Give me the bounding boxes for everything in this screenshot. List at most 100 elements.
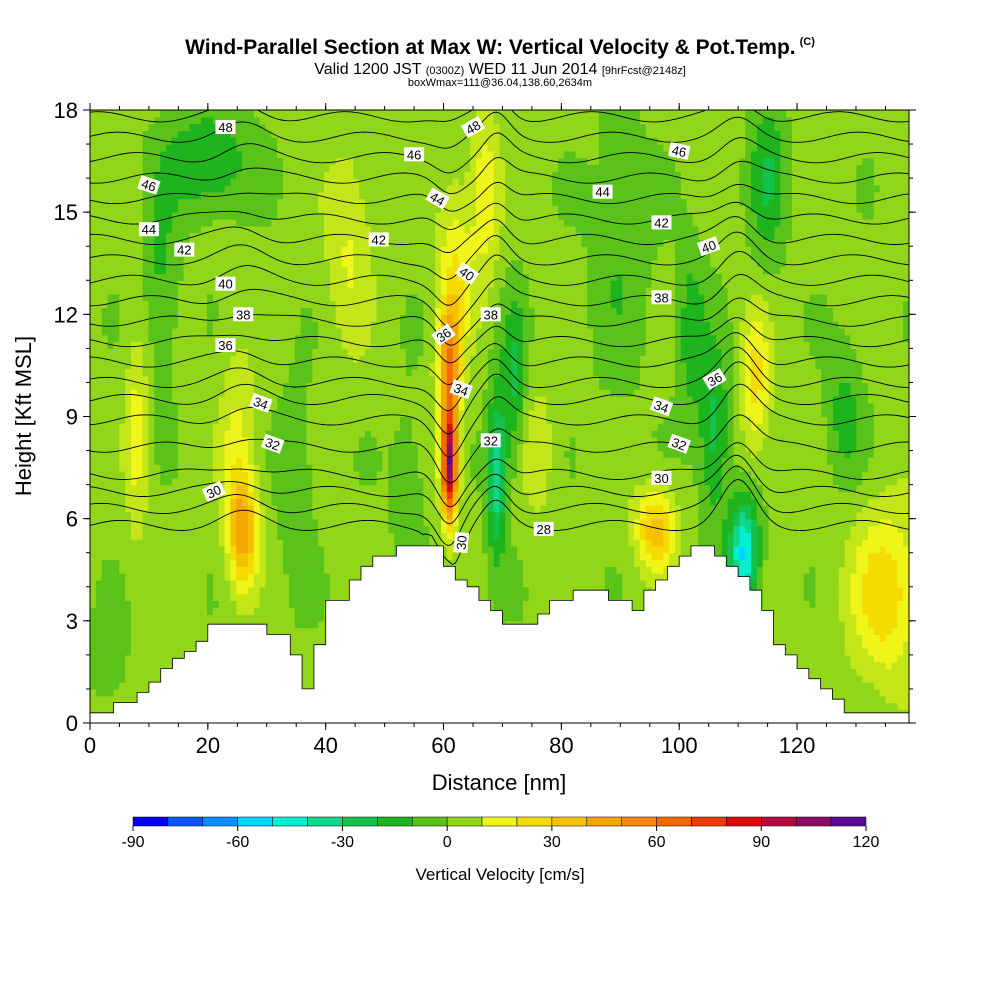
velocity-cell (136, 525, 144, 533)
velocity-cell (224, 430, 231, 438)
velocity-cell (218, 477, 226, 486)
velocity-cell (306, 505, 313, 513)
velocity-cell (271, 110, 278, 118)
velocity-cell (400, 239, 407, 247)
velocity-cell (171, 355, 179, 363)
velocity-cell (166, 362, 173, 370)
velocity-cell (400, 144, 407, 152)
velocity-cell (236, 443, 243, 452)
velocity-cell (136, 682, 144, 690)
velocity-cell (318, 457, 325, 465)
velocity-cell (335, 382, 343, 390)
velocity-cell (242, 178, 249, 186)
velocity-cell (107, 137, 114, 145)
velocity-cell (136, 368, 144, 377)
velocity-cell (242, 436, 249, 445)
velocity-cell (335, 491, 343, 499)
velocity-cell (364, 171, 372, 179)
velocity-cell (125, 566, 132, 574)
velocity-cell (283, 525, 290, 533)
velocity-cell (207, 552, 214, 561)
velocity-cell (230, 566, 237, 574)
velocity-cell (288, 539, 296, 547)
velocity-cell (130, 334, 138, 343)
velocity-cell (335, 184, 343, 193)
velocity-cell (359, 552, 366, 561)
velocity-cell (294, 539, 302, 547)
velocity-cell (382, 450, 389, 458)
velocity-cell (177, 470, 185, 479)
velocity-cell (177, 300, 185, 309)
velocity-cell (247, 491, 255, 499)
velocity-cell (312, 334, 319, 343)
velocity-cell (329, 164, 337, 172)
velocity-cell (212, 545, 220, 554)
velocity-cell (294, 402, 302, 411)
velocity-cell (125, 327, 132, 336)
velocity-cell (283, 164, 290, 172)
velocity-cell (113, 348, 120, 356)
velocity-cell (142, 253, 150, 261)
velocity-cell (212, 300, 220, 309)
velocity-cell (400, 457, 407, 465)
velocity-cell (183, 355, 191, 363)
velocity-cell (166, 532, 173, 540)
velocity-cell (306, 321, 313, 329)
velocity-cell (376, 416, 384, 424)
velocity-cell (166, 436, 173, 445)
velocity-cell (318, 191, 325, 200)
velocity-cell (195, 130, 202, 138)
velocity-cell (259, 341, 267, 349)
velocity-cell (294, 293, 302, 302)
velocity-cell (218, 600, 226, 608)
velocity-cell (136, 559, 144, 567)
velocity-cell (277, 198, 284, 206)
velocity-cell (347, 334, 354, 343)
velocity-cell (201, 334, 208, 343)
velocity-cell (271, 259, 278, 268)
velocity-cell (353, 205, 360, 213)
velocity-cell (90, 123, 97, 132)
velocity-cell (370, 355, 378, 363)
velocity-cell (370, 327, 378, 336)
velocity-cell (265, 130, 272, 138)
velocity-cell (306, 396, 313, 404)
velocity-cell (394, 130, 401, 138)
velocity-cell (318, 157, 325, 166)
velocity-cell (101, 184, 109, 193)
velocity-cell (359, 539, 366, 547)
velocity-cell (253, 225, 261, 234)
velocity-cell (166, 130, 173, 138)
velocity-cell (265, 593, 272, 601)
velocity-cell (230, 355, 237, 363)
velocity-cell (370, 321, 378, 329)
velocity-cell (288, 559, 296, 567)
velocity-cell (271, 430, 278, 438)
velocity-cell (224, 205, 231, 213)
velocity-cell (353, 457, 360, 465)
velocity-cell (218, 362, 226, 370)
velocity-cell (230, 321, 237, 329)
velocity-cell (95, 457, 103, 465)
velocity-cell (177, 593, 185, 601)
velocity-cell (364, 430, 372, 438)
velocity-cell (411, 532, 419, 540)
velocity-cell (400, 205, 407, 213)
velocity-cell (324, 362, 331, 370)
velocity-cell (101, 450, 109, 458)
velocity-cell (183, 389, 191, 397)
velocity-cell (142, 171, 150, 179)
velocity-cell (394, 259, 401, 268)
velocity-cell (218, 232, 226, 241)
velocity-cell (142, 402, 150, 411)
velocity-cell (294, 498, 302, 506)
velocity-cell (347, 450, 354, 458)
velocity-cell (324, 212, 331, 220)
velocity-cell (253, 157, 261, 166)
velocity-cell (136, 287, 144, 295)
velocity-cell (318, 532, 325, 540)
velocity-cell (253, 389, 261, 397)
velocity-cell (405, 253, 413, 261)
velocity-cell (183, 341, 191, 349)
velocity-cell (189, 539, 196, 547)
